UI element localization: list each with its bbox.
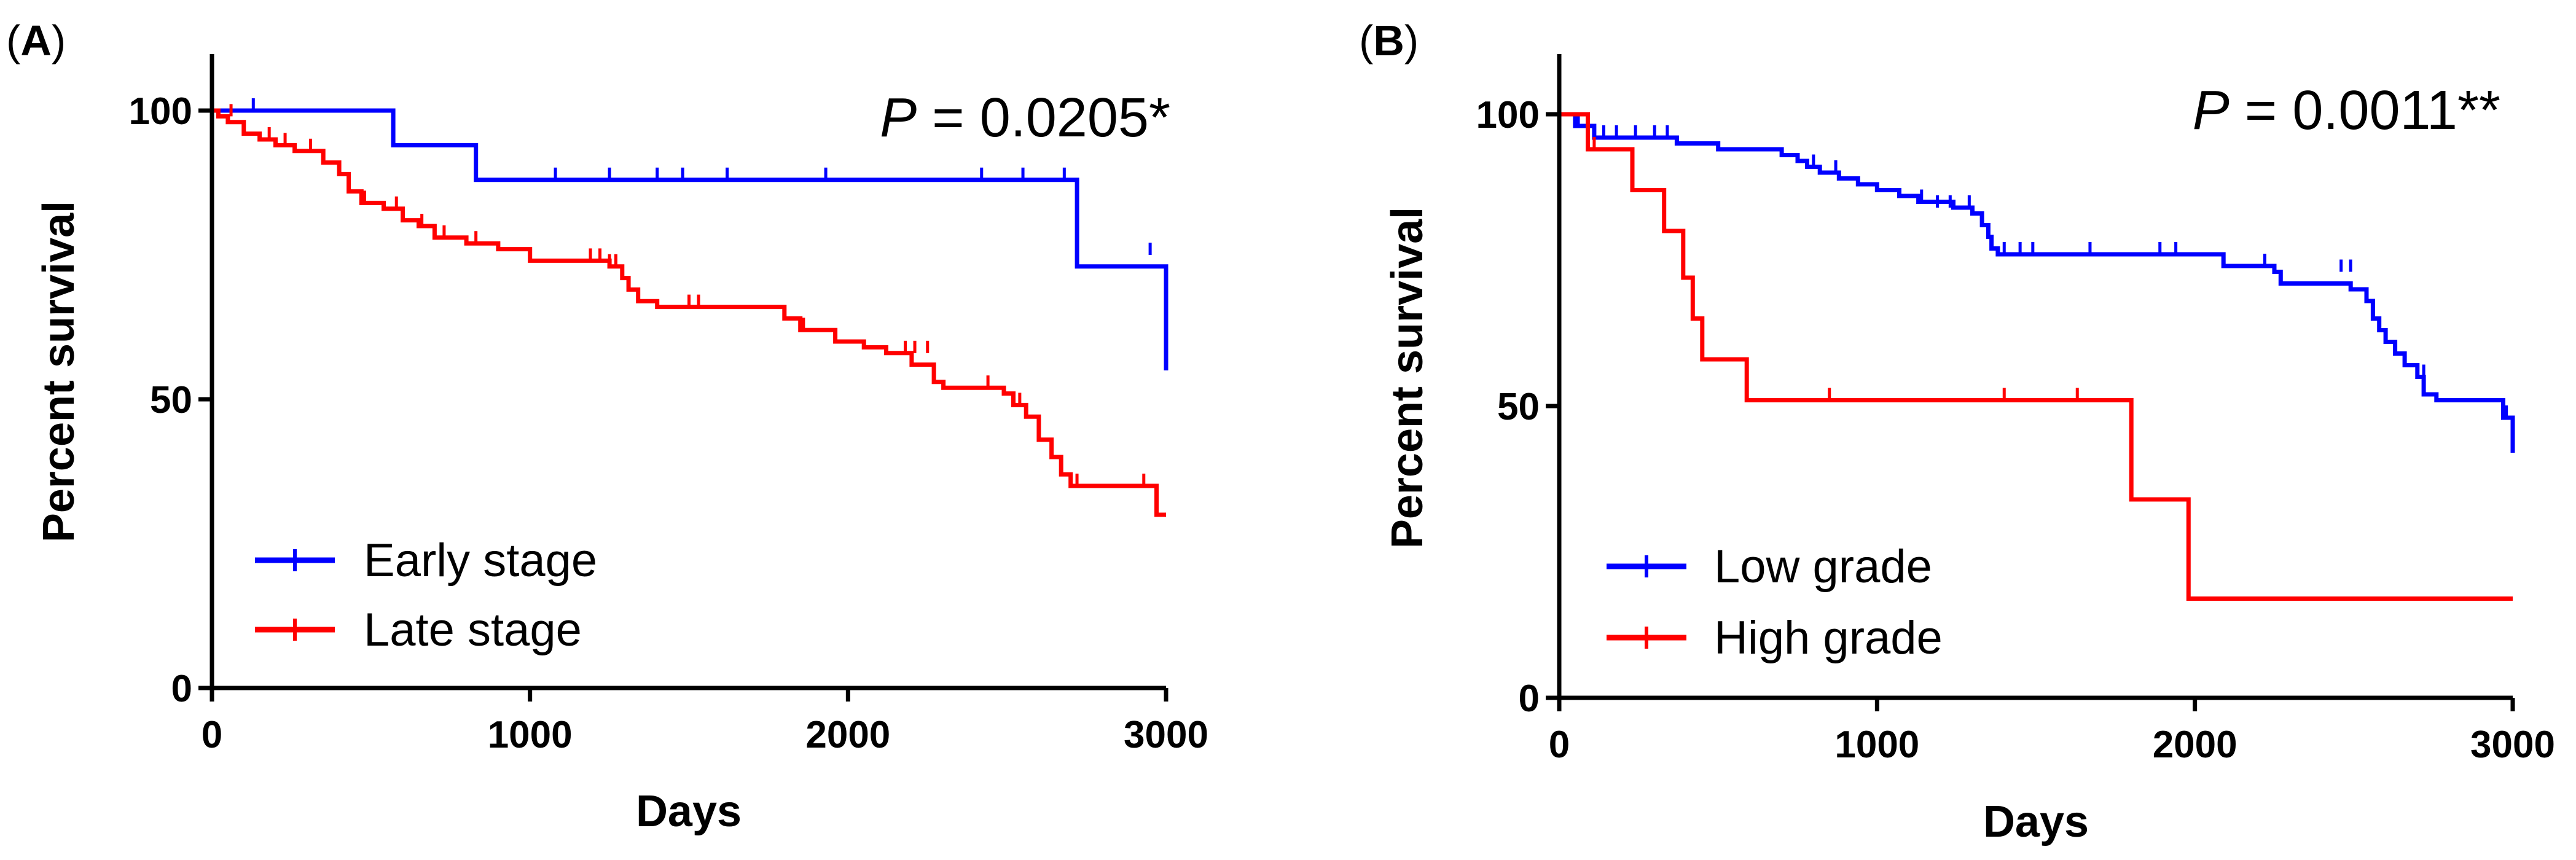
x-tick-label: 3000 [2470,724,2555,766]
legend: Low grade High grade [1607,541,1943,664]
panel-label: (A) [6,17,66,64]
p-value-annotation: P = 0.0205* [880,87,1170,149]
x-tick-label: 2000 [2153,724,2237,766]
y-tick-label: 50 [150,379,192,421]
survival-curve-low-grade [1559,112,2515,453]
y-tick-label: 100 [129,90,192,133]
legend-entry: Late stage [255,604,582,656]
x-axis-title: Days [1983,797,2089,846]
p-value-text: = 0.0205* [917,87,1170,149]
legend-label: Low grade [1714,541,1932,593]
panel-a: (A) 0 1000 2000 3000 0 50 100 Percent survival… [6,17,1208,836]
series-high-grade [1559,112,2513,601]
legend-label: High grade [1714,612,1943,664]
p-value-label: P [2193,80,2230,141]
panel-letter: B [1373,17,1404,64]
series-late-stage [212,104,1166,517]
x-tick-label: 0 [202,714,222,756]
x-axis-title: Days [636,787,742,836]
legend-entry: Early stage [255,534,597,587]
series-layer [212,98,1169,517]
x-tick-label: 0 [1549,724,1570,766]
x-tick-label: 1000 [488,714,573,756]
p-value-label: P [880,87,917,149]
legend-entry: High grade [1607,612,1943,664]
p-value-annotation: P = 0.0011** [2193,80,2500,141]
survival-curve-late-stage [212,108,1166,517]
x-tick-label: 1000 [1834,724,1919,766]
p-value-text: = 0.0011** [2230,80,2500,141]
legend: Early stage Late stage [255,534,597,656]
y-tick-label: 100 [1476,94,1540,136]
panel-letter: A [20,17,52,64]
legend-entry: Low grade [1607,541,1932,593]
x-tick-label: 2000 [805,714,890,756]
legend-label: Early stage [364,534,597,587]
survival-curve-early-stage [212,108,1169,370]
series-layer [1559,112,2515,601]
legend-label: Late stage [364,604,582,656]
x-tick-label: 3000 [1124,714,1208,756]
y-tick-label: 0 [171,668,192,710]
y-tick-label: 50 [1497,386,1540,428]
panel-label: (B) [1359,17,1419,64]
tick-layer: 0 1000 2000 3000 0 50 100 [1476,94,2555,766]
y-axis-title: Percent survival [1383,207,1432,549]
tick-layer: 0 1000 2000 3000 0 50 100 [129,90,1208,756]
y-tick-label: 0 [1519,678,1540,720]
series-low-grade [1559,112,2515,453]
series-early-stage [212,98,1169,370]
panel-b: (B) 0 1000 2000 3000 0 50 100 Percent survival… [1359,17,2555,846]
y-axis-title: Percent survival [34,201,84,542]
survival-curve-high-grade [1559,112,2513,601]
